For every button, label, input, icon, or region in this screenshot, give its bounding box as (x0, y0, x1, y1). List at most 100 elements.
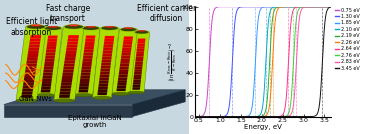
Polygon shape (123, 39, 133, 42)
Polygon shape (101, 66, 111, 68)
Ellipse shape (124, 27, 133, 29)
Ellipse shape (101, 26, 118, 30)
Ellipse shape (43, 26, 62, 30)
Polygon shape (81, 70, 91, 72)
Polygon shape (136, 49, 144, 51)
Polygon shape (121, 58, 130, 61)
Polygon shape (134, 72, 142, 74)
Polygon shape (48, 36, 57, 38)
Polygon shape (120, 61, 130, 64)
Ellipse shape (120, 28, 137, 31)
Polygon shape (93, 28, 119, 98)
Polygon shape (63, 66, 74, 70)
Polygon shape (116, 88, 126, 91)
Polygon shape (47, 41, 57, 44)
Polygon shape (4, 90, 185, 105)
Polygon shape (84, 50, 93, 53)
Polygon shape (123, 42, 132, 45)
Polygon shape (23, 79, 35, 82)
Ellipse shape (81, 26, 100, 30)
Polygon shape (40, 90, 51, 92)
Polygon shape (98, 83, 108, 86)
Polygon shape (124, 36, 133, 39)
Polygon shape (134, 74, 141, 77)
Polygon shape (82, 61, 92, 64)
Polygon shape (25, 66, 36, 70)
Polygon shape (43, 72, 53, 75)
Polygon shape (41, 84, 51, 87)
Polygon shape (66, 51, 77, 54)
Ellipse shape (138, 30, 146, 31)
Polygon shape (25, 73, 36, 76)
Polygon shape (66, 48, 77, 51)
Polygon shape (64, 60, 75, 63)
Polygon shape (98, 86, 108, 89)
Polygon shape (65, 57, 76, 60)
Polygon shape (79, 87, 88, 90)
Polygon shape (132, 87, 140, 90)
Polygon shape (119, 66, 129, 69)
Polygon shape (46, 53, 56, 55)
Polygon shape (63, 70, 74, 73)
Polygon shape (82, 58, 92, 61)
Polygon shape (22, 88, 33, 92)
Polygon shape (27, 57, 38, 60)
Ellipse shape (135, 31, 149, 34)
Polygon shape (102, 57, 112, 60)
X-axis label: Energy, eV: Energy, eV (244, 124, 282, 130)
Text: Fast charge
transport: Fast charge transport (46, 4, 90, 23)
Polygon shape (104, 42, 114, 45)
Polygon shape (133, 77, 141, 79)
Polygon shape (81, 72, 91, 75)
Polygon shape (36, 28, 62, 95)
Polygon shape (42, 81, 51, 84)
Polygon shape (102, 54, 112, 57)
Polygon shape (67, 41, 78, 45)
Polygon shape (79, 90, 88, 92)
Legend: 0.75 eV, 1.30 eV, 1.85 eV, 2.10 eV, 2.19 eV, 2.26 eV, 2.64 eV, 2.76 eV, 2.83 eV,: 0.75 eV, 1.30 eV, 1.85 eV, 2.10 eV, 2.19… (333, 6, 361, 73)
Polygon shape (62, 76, 73, 79)
Polygon shape (80, 78, 90, 81)
Polygon shape (23, 82, 34, 85)
Polygon shape (74, 28, 100, 95)
Polygon shape (112, 29, 138, 94)
Polygon shape (21, 95, 32, 98)
Text: Efficient light
absorption: Efficient light absorption (6, 17, 57, 37)
Polygon shape (119, 69, 129, 72)
Polygon shape (103, 51, 113, 54)
Polygon shape (64, 63, 75, 66)
Ellipse shape (112, 92, 130, 95)
Polygon shape (82, 64, 91, 67)
Polygon shape (121, 56, 130, 58)
Polygon shape (41, 87, 51, 90)
Polygon shape (48, 38, 57, 41)
Polygon shape (135, 59, 143, 62)
Polygon shape (68, 35, 79, 38)
Polygon shape (136, 56, 144, 59)
Polygon shape (122, 47, 132, 50)
Polygon shape (60, 85, 71, 88)
Polygon shape (119, 72, 128, 75)
Polygon shape (121, 53, 131, 56)
Polygon shape (100, 74, 110, 77)
Polygon shape (84, 47, 94, 50)
Polygon shape (137, 46, 145, 49)
Polygon shape (128, 32, 150, 92)
Polygon shape (104, 39, 114, 42)
Polygon shape (28, 51, 39, 54)
Polygon shape (98, 92, 107, 95)
Polygon shape (44, 64, 54, 67)
Polygon shape (22, 92, 33, 95)
Ellipse shape (128, 91, 144, 94)
Text: GaN NWs: GaN NWs (19, 96, 52, 103)
Ellipse shape (93, 96, 112, 99)
Ellipse shape (64, 25, 84, 29)
Polygon shape (79, 81, 89, 84)
Polygon shape (101, 63, 111, 66)
Polygon shape (120, 64, 129, 66)
Polygon shape (28, 48, 39, 51)
Polygon shape (104, 36, 114, 39)
Polygon shape (26, 63, 37, 66)
Polygon shape (62, 73, 73, 76)
Polygon shape (82, 67, 91, 70)
